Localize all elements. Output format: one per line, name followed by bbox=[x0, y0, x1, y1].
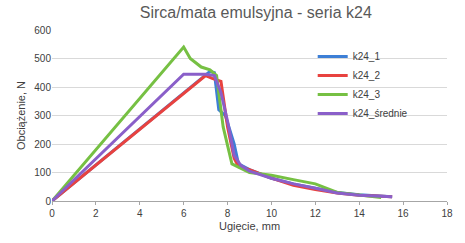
svg-text:600: 600 bbox=[34, 25, 51, 36]
svg-text:14: 14 bbox=[354, 208, 366, 219]
svg-text:Obciążenie, N: Obciążenie, N bbox=[15, 81, 27, 150]
svg-text:Ugięcie, mm: Ugięcie, mm bbox=[219, 220, 280, 232]
svg-text:4: 4 bbox=[137, 208, 143, 219]
svg-text:Sirca/mata emulsyjna - seria k: Sirca/mata emulsyjna - seria k24 bbox=[140, 4, 372, 21]
svg-text:400: 400 bbox=[34, 82, 51, 93]
svg-text:500: 500 bbox=[34, 53, 51, 64]
svg-text:12: 12 bbox=[310, 208, 322, 219]
svg-text:k24_2: k24_2 bbox=[353, 70, 381, 81]
svg-text:0: 0 bbox=[45, 196, 51, 207]
svg-text:k24_1: k24_1 bbox=[353, 51, 381, 62]
svg-text:2: 2 bbox=[93, 208, 99, 219]
svg-text:16: 16 bbox=[398, 208, 410, 219]
svg-text:8: 8 bbox=[225, 208, 231, 219]
svg-text:k24_3: k24_3 bbox=[353, 89, 381, 100]
svg-text:200: 200 bbox=[34, 139, 51, 150]
svg-text:0: 0 bbox=[49, 208, 55, 219]
svg-text:300: 300 bbox=[34, 110, 51, 121]
svg-text:100: 100 bbox=[34, 167, 51, 178]
svg-text:6: 6 bbox=[181, 208, 187, 219]
svg-text:18: 18 bbox=[441, 208, 453, 219]
svg-text:k24_średnie: k24_średnie bbox=[353, 108, 408, 119]
svg-text:10: 10 bbox=[266, 208, 278, 219]
